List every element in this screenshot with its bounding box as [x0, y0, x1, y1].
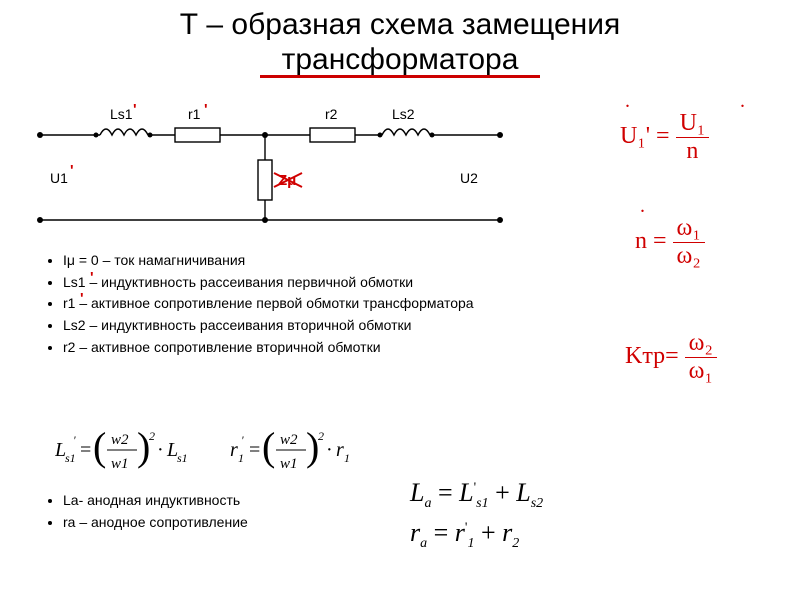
- svg-text:w2: w2: [111, 432, 129, 448]
- label-r2: r2: [325, 106, 338, 122]
- svg-text:2: 2: [149, 429, 155, 443]
- annot-u1p-lhs: U₁': [620, 123, 650, 149]
- tick-ls1: ': [133, 101, 137, 118]
- eq-ra: ra = r'1 + r2: [410, 518, 519, 552]
- svg-text:s1: s1: [177, 451, 188, 465]
- eq-la: La = L's1 + Ls2: [410, 478, 543, 512]
- label-u1: U1: [50, 170, 68, 186]
- svg-text:r: r: [336, 439, 344, 461]
- formula-row: Ls1' = ( w2 w1 ) 2 · Ls1 r1' = ( w2 w1 )…: [55, 420, 415, 486]
- svg-text:1: 1: [344, 451, 350, 465]
- svg-text:w1: w1: [280, 456, 298, 472]
- label-r1: r1: [188, 106, 201, 122]
- svg-text:1: 1: [238, 451, 244, 465]
- page-title: Т – образная схема замещения трансформат…: [0, 0, 800, 78]
- red-dot: .: [740, 90, 745, 113]
- tick-bullet-r1: ': [80, 290, 84, 307]
- svg-text:(: (: [93, 424, 106, 469]
- annot-u1p: U₁' = U₁n: [620, 110, 709, 165]
- bullet-item: Ls1 – индуктивность рассеивания первично…: [63, 272, 474, 294]
- svg-text:': ': [241, 433, 244, 447]
- annot-ktp: Kтр= ω₂ω₁: [625, 330, 717, 385]
- svg-text:': ': [73, 433, 76, 447]
- annot-ktp-lhs: Kтр: [625, 343, 665, 369]
- title-line1: Т – образная схема замещения: [180, 8, 621, 41]
- svg-text:w2: w2: [280, 432, 298, 448]
- tick-u1: ': [70, 162, 74, 179]
- title-line2: трансформатора: [282, 43, 519, 76]
- bullet-item: ra – анодное сопротивление: [63, 512, 248, 534]
- svg-text:s1: s1: [65, 451, 76, 465]
- svg-text:r: r: [230, 439, 238, 461]
- label-ls2: Ls2: [392, 106, 415, 122]
- label-ls1: Ls1: [110, 106, 133, 122]
- annot-n: n = ω₁ω₂: [635, 215, 705, 270]
- bullet-item: r1 – активное сопротивление первой обмот…: [63, 293, 474, 315]
- circuit-diagram: Ls1 r1 r2 Ls2 U1 U2 Zμ ' ' ': [30, 105, 510, 235]
- annot-n-lhs: n: [635, 228, 647, 254]
- svg-text:w1: w1: [111, 456, 129, 472]
- red-dot: .: [640, 195, 645, 218]
- bullet-item: La- анодная индуктивность: [63, 490, 248, 512]
- svg-text:2: 2: [318, 429, 324, 443]
- label-u2: U2: [460, 170, 478, 186]
- tick-r1: ': [204, 101, 208, 118]
- svg-text:(: (: [262, 424, 275, 469]
- bullet-list: Iμ = 0 – ток намагничивания Ls1 – индукт…: [45, 250, 474, 358]
- bullet-item: r2 – активное сопротивление вторичной об…: [63, 337, 474, 359]
- tick-bullet-ls1: ': [90, 269, 94, 286]
- bullet-item: Ls2 – индуктивность рассеивания вторично…: [63, 315, 474, 337]
- svg-text:=: =: [249, 439, 260, 461]
- svg-text:=: =: [80, 439, 91, 461]
- bullet-item: Iμ = 0 – ток намагничивания: [63, 250, 474, 272]
- svg-text:·: ·: [326, 439, 333, 461]
- bullet-list-2: La- анодная индуктивность ra – анодное с…: [45, 490, 248, 533]
- red-dot: .: [625, 90, 630, 113]
- svg-text:·: ·: [157, 439, 164, 461]
